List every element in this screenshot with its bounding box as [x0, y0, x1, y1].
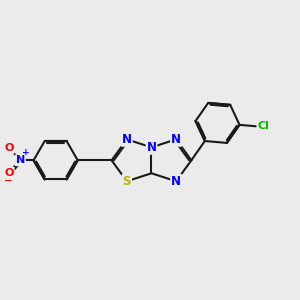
Text: N: N	[146, 141, 157, 154]
Text: N: N	[171, 133, 181, 146]
Text: N: N	[122, 133, 132, 146]
Text: −: −	[4, 176, 12, 186]
Text: Cl: Cl	[258, 121, 270, 131]
Text: N: N	[16, 155, 25, 165]
Text: S: S	[123, 175, 131, 188]
Text: O: O	[4, 143, 14, 153]
Text: O: O	[4, 168, 14, 178]
Text: N: N	[171, 175, 181, 188]
Text: +: +	[22, 148, 29, 158]
